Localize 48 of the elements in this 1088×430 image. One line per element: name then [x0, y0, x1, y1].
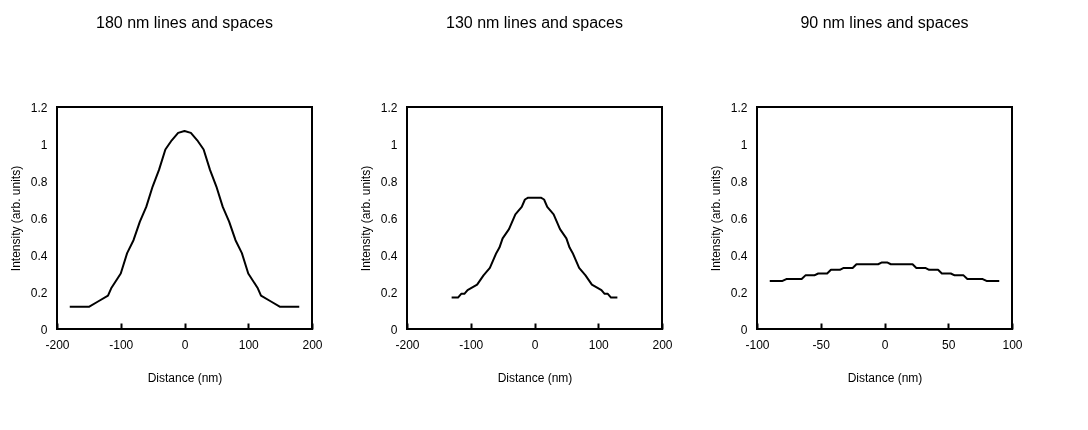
y-tick-label: 0	[390, 322, 398, 337]
x-tick-label: 200	[652, 337, 673, 352]
y-tick-label: 0.6	[730, 211, 748, 226]
chart-title: 130 nm lines and spaces	[446, 14, 623, 31]
y-tick-label: 0.2	[380, 285, 398, 300]
y-tick-label: 0.4	[730, 248, 748, 263]
x-axis-title: Distance (nm)	[497, 370, 573, 385]
y-axis-title: Intensity (arb. units)	[708, 165, 723, 272]
chart-title: 90 nm lines and spaces	[800, 14, 969, 31]
y-tick-label: 1.2	[30, 100, 48, 115]
y-tick-label: 0.8	[30, 174, 48, 189]
y-tick-label: 0.2	[730, 285, 748, 300]
y-tick-label: 0.4	[30, 248, 48, 263]
x-axis-title: Distance (nm)	[847, 370, 923, 385]
y-tick-label: 1	[390, 137, 398, 152]
x-tick-label: -200	[395, 337, 420, 352]
x-tick-label: 100	[1002, 337, 1023, 352]
y-tick-label: 0.2	[30, 285, 48, 300]
x-tick-label: 200	[302, 337, 323, 352]
x-tick-label: 100	[238, 337, 260, 352]
y-tick-label: 0.8	[730, 174, 748, 189]
line-series	[768, 261, 1001, 282]
y-tick-label: 1.2	[730, 100, 748, 115]
y-tick-label: 1	[740, 137, 748, 152]
y-tick-label: 0.6	[380, 211, 398, 226]
x-tick-label: 0	[181, 337, 189, 352]
y-axis-title: Intensity (arb. units)	[358, 165, 373, 272]
x-tick-label: -100	[459, 337, 484, 352]
x-tick-label: 0	[881, 337, 889, 352]
y-tick-label: 0.4	[380, 248, 398, 263]
y-tick-label: 0.8	[380, 174, 398, 189]
y-tick-label: 0.6	[30, 211, 48, 226]
x-tick-label: 0	[531, 337, 539, 352]
line-series	[450, 196, 619, 299]
x-tick-label: -50	[812, 337, 831, 352]
x-axis-title: Distance (nm)	[147, 370, 223, 385]
y-tick-label: 1.2	[380, 100, 398, 115]
y-tick-label: 0	[740, 322, 748, 337]
y-axis-title: Intensity (arb. units)	[8, 165, 23, 272]
x-tick-label: -200	[45, 337, 70, 352]
y-tick-label: 0	[40, 322, 48, 337]
x-tick-label: 100	[588, 337, 610, 352]
y-tick-label: 1	[40, 137, 48, 152]
x-tick-label: -100	[745, 337, 770, 352]
x-tick-label: -100	[109, 337, 134, 352]
line-series	[68, 130, 301, 308]
x-tick-label: 50	[942, 337, 956, 352]
chart-title: 180 nm lines and spaces	[96, 14, 273, 31]
